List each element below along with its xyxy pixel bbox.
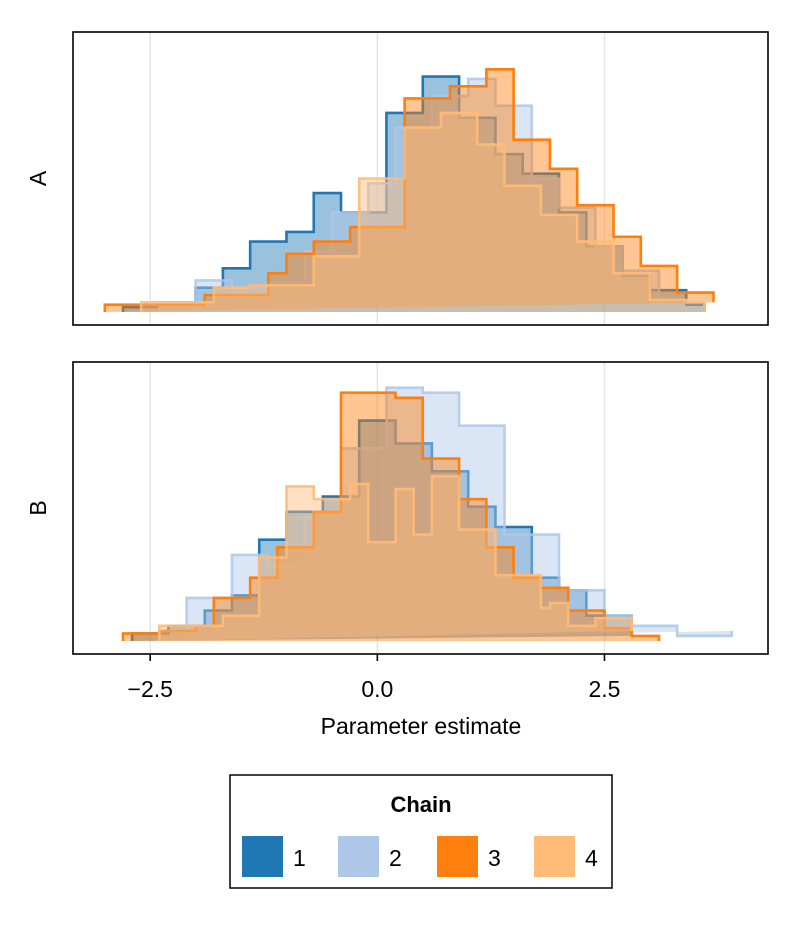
hist-fill-panel-A-chain-4 bbox=[141, 112, 705, 312]
hist-line-panel-B-chain-4 bbox=[158, 475, 634, 641]
legend-label-1: 1 bbox=[293, 845, 306, 871]
hist-line-panel-B-chain-1 bbox=[130, 419, 634, 641]
legend-label-4: 4 bbox=[585, 845, 598, 871]
hist-line-panel-A-chain-4 bbox=[139, 111, 706, 312]
legend-swatch-2 bbox=[338, 836, 379, 877]
x-tick-label-0: −2.5 bbox=[128, 676, 173, 702]
legend-label-3: 3 bbox=[488, 845, 501, 871]
panels-layer: A B −2.5 0.0 2.5 bbox=[25, 31, 769, 702]
legend: Chain 1 2 3 4 bbox=[229, 774, 613, 889]
hist-line-panel-A-chain-3 bbox=[103, 67, 715, 312]
legend-swatch-3 bbox=[437, 836, 478, 877]
legend-swatch-1 bbox=[242, 836, 283, 877]
x-axis-label: Parameter estimate bbox=[321, 713, 522, 739]
plot-frame-A bbox=[72, 31, 769, 326]
hist-fill-panel-A-chain-1 bbox=[122, 76, 705, 313]
hist-fill-panel-A-chain-3 bbox=[104, 69, 714, 312]
y-axis-label-B: B bbox=[25, 500, 51, 515]
plot-frame-B bbox=[72, 361, 769, 655]
panel-B: B bbox=[25, 361, 769, 655]
legend-label-2: 2 bbox=[389, 845, 402, 871]
x-tick-label-2: 2.5 bbox=[588, 676, 620, 702]
hist-fill-panel-B-chain-4 bbox=[159, 476, 632, 641]
panel-A: A bbox=[25, 31, 769, 326]
x-tick-label-1: 0.0 bbox=[361, 676, 393, 702]
hist-fill-panel-B-chain-1 bbox=[132, 420, 632, 641]
hist-fill-panel-A-chain-2 bbox=[159, 78, 659, 313]
legend-swatch-4 bbox=[534, 836, 575, 877]
legend-entries: 1 2 3 4 bbox=[242, 836, 598, 877]
y-axis-label-A: A bbox=[25, 170, 51, 186]
legend-title: Chain bbox=[390, 792, 451, 817]
